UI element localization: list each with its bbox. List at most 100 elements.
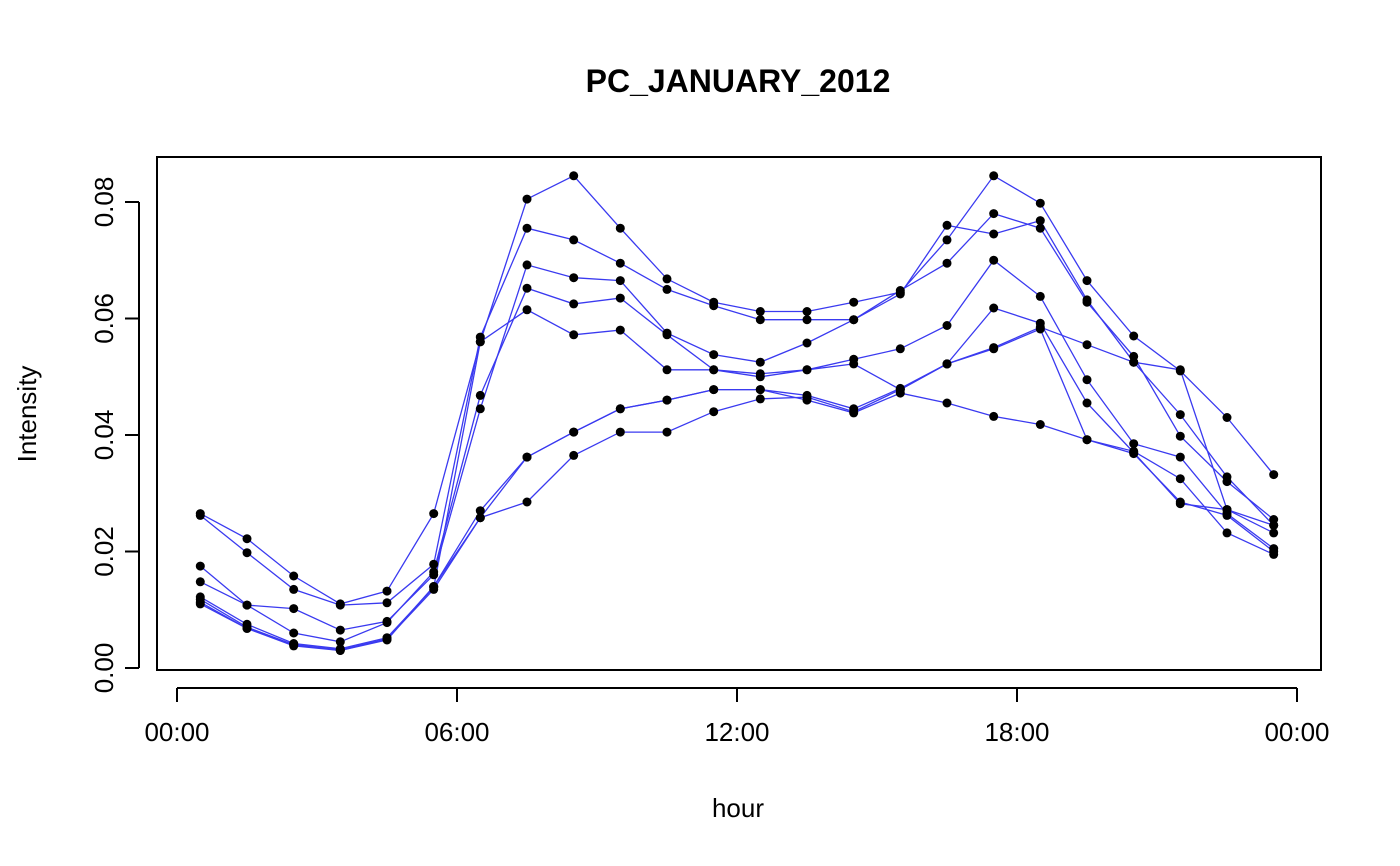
data-point: [475, 513, 485, 523]
data-point: [569, 171, 579, 181]
data-point: [1035, 291, 1045, 301]
data-point: [849, 297, 859, 307]
y-axis: 0.00 0.02 0.04 0.06 0.08: [89, 177, 140, 694]
data-point: [1082, 375, 1092, 385]
data-point: [1269, 528, 1279, 538]
series-3-points: [195, 209, 1279, 635]
series-7-points: [195, 385, 1279, 655]
data-point: [849, 315, 859, 325]
data-point: [1129, 439, 1139, 449]
data-point: [895, 286, 905, 295]
data-point: [569, 235, 579, 245]
data-point: [755, 372, 765, 382]
data-point: [989, 344, 999, 354]
y-tick-label: 0.02: [89, 526, 119, 577]
data-point: [1175, 497, 1185, 507]
series-6: [199, 326, 1274, 652]
data-point: [989, 255, 999, 265]
data-point: [195, 577, 205, 587]
x-tick-label: 00:00: [1264, 717, 1329, 747]
data-point: [942, 220, 952, 230]
series-8-line: [199, 328, 1275, 651]
x-tick-label: 00:00: [144, 717, 209, 747]
series-6-line: [199, 326, 1274, 652]
data-point: [1035, 420, 1045, 429]
data-point: [802, 365, 812, 375]
series-3-line: [199, 212, 1275, 631]
data-point: [382, 618, 392, 628]
data-point: [709, 385, 719, 395]
data-point: [569, 273, 579, 283]
data-point: [522, 283, 532, 293]
data-point: [662, 365, 672, 375]
y-axis-label: Intensity: [12, 366, 42, 463]
data-point: [989, 171, 999, 181]
data-point: [615, 223, 625, 233]
data-point: [1082, 276, 1092, 286]
data-point: [475, 390, 485, 400]
data-point: [615, 404, 625, 414]
series-2: [199, 219, 1275, 606]
data-point: [1129, 357, 1139, 367]
data-point: [475, 404, 485, 414]
plot-frame: [156, 156, 1322, 671]
series-7-line: [199, 388, 1274, 652]
data-point: [1035, 324, 1045, 334]
data-point: [1035, 216, 1045, 226]
data-point: [942, 398, 952, 408]
data-point: [755, 394, 765, 404]
data-point: [1129, 331, 1139, 341]
data-point: [662, 395, 672, 405]
data-point: [195, 597, 205, 607]
series-8: [199, 328, 1275, 651]
data-point: [615, 276, 625, 286]
data-point: [1082, 297, 1092, 307]
data-point: [569, 450, 579, 460]
data-point: [335, 625, 345, 635]
data-point: [195, 561, 205, 571]
data-point: [289, 640, 299, 650]
data-point: [1222, 477, 1232, 487]
data-point: [1175, 452, 1185, 462]
data-point: [522, 194, 532, 204]
data-point: [942, 235, 952, 245]
data-point: [849, 359, 859, 369]
data-point: [989, 303, 999, 313]
data-point: [989, 229, 999, 239]
data-point: [1035, 198, 1045, 208]
series-8-points: [195, 324, 1279, 655]
data-point: [709, 301, 719, 311]
data-point: [569, 299, 579, 309]
data-point: [942, 258, 952, 268]
data-point: [242, 600, 252, 610]
data-point: [755, 315, 765, 325]
x-tick-label: 12:00: [704, 717, 769, 747]
data-point: [429, 509, 439, 519]
data-point: [709, 407, 719, 417]
data-point: [335, 600, 345, 610]
data-point: [522, 223, 532, 233]
series-2-line: [199, 219, 1275, 606]
data-point: [615, 258, 625, 268]
y-tick-label: 0.06: [89, 293, 119, 344]
data-point: [755, 385, 765, 395]
data-point: [895, 344, 905, 354]
data-point: [475, 506, 485, 516]
data-point: [1175, 410, 1185, 420]
data-point: [662, 284, 672, 294]
data-point: [942, 321, 952, 330]
data-point: [429, 582, 439, 591]
x-tick-label: 18:00: [984, 717, 1049, 747]
series-6-points: [195, 322, 1279, 655]
series-5-line: [199, 307, 1274, 650]
y-tick-label: 0.00: [89, 643, 119, 694]
data-point: [1035, 223, 1045, 233]
data-point: [1269, 520, 1279, 530]
chart-title: PC_JANUARY_2012: [586, 63, 891, 99]
data-point: [942, 359, 952, 369]
data-point: [615, 427, 625, 437]
data-point: [662, 274, 672, 284]
data-point: [1222, 510, 1232, 520]
data-point: [429, 559, 439, 569]
